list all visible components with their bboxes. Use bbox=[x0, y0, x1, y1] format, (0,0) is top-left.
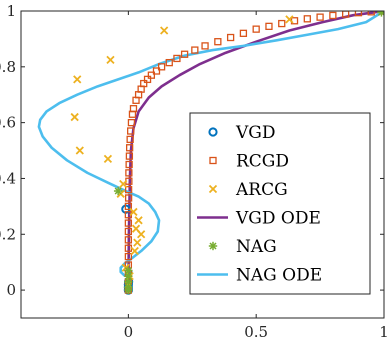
x-tick-label: 0 bbox=[124, 323, 134, 341]
data-point-rcgd-37 bbox=[226, 33, 235, 42]
legend-label-vgd: VGD bbox=[235, 123, 276, 143]
data-point-nag-6 bbox=[377, 11, 384, 17]
plot-frame bbox=[20, 10, 385, 319]
data-point-rcgd-20 bbox=[127, 118, 136, 127]
y-tick-label: 0.2 bbox=[0, 225, 16, 243]
series-line-nag-ode bbox=[37, 11, 384, 278]
data-point-rcgd-6 bbox=[124, 236, 133, 244]
data-point-arcg-9 bbox=[129, 207, 138, 217]
data-point-rcgd-27 bbox=[143, 75, 152, 84]
legend-swatch-vgd bbox=[208, 127, 218, 137]
legend-label-nag: NAG bbox=[236, 237, 277, 257]
data-point-arcg-12 bbox=[137, 230, 146, 239]
y-tick-label: 0.4 bbox=[0, 169, 16, 187]
legend-label-rcgd: RCGD bbox=[236, 152, 289, 172]
data-point-rcgd-22 bbox=[129, 105, 138, 113]
legend-label-nag-ode: NAG ODE bbox=[236, 266, 322, 286]
y-tick-label: 0.8 bbox=[0, 58, 16, 76]
data-point-arcg-1 bbox=[106, 55, 115, 64]
axis-ticks: 0 0.5 1 0 0.2 0.4 0.6 0.8 1 bbox=[0, 2, 387, 341]
legend-swatch-nag bbox=[208, 241, 218, 251]
data-point-arcg-2 bbox=[160, 26, 169, 35]
legend-label-vgd-ode: VGD ODE bbox=[235, 209, 321, 229]
data-point-nag-5 bbox=[124, 285, 133, 295]
data-point-rcgd-47 bbox=[354, 11, 363, 17]
data-point-arcg-5 bbox=[75, 146, 84, 155]
legend-box bbox=[189, 112, 371, 295]
data-point-nag-2 bbox=[124, 271, 133, 281]
data-point-rcgd-32 bbox=[173, 54, 181, 63]
data-point-rcgd-18 bbox=[126, 135, 134, 144]
data-point-rcgd-11 bbox=[124, 194, 133, 202]
data-point-rcgd-15 bbox=[125, 160, 133, 169]
data-point-rcgd-26 bbox=[140, 79, 148, 88]
data-point-rcgd-33 bbox=[180, 50, 189, 58]
data-point-rcgd-7 bbox=[124, 227, 133, 236]
data-point-rcgd-29 bbox=[152, 67, 161, 75]
data-point-rcgd-38 bbox=[239, 29, 248, 37]
y-tick-label: 0.6 bbox=[0, 114, 16, 132]
legend-label-arcg: ARCG bbox=[235, 180, 288, 200]
legend: VGD RCGD ARCG VGD ODE NAG NAG ODE bbox=[189, 112, 371, 295]
y-tick-label: 0 bbox=[6, 281, 16, 299]
data-point-arcg-0 bbox=[73, 75, 82, 84]
data-point-rcgd-43 bbox=[303, 15, 311, 23]
data-point-rcgd-35 bbox=[201, 42, 209, 50]
data-point-rcgd-30 bbox=[157, 63, 166, 71]
y-tick-label: 1 bbox=[6, 2, 16, 20]
data-point-rcgd-28 bbox=[147, 71, 156, 79]
data-point-rcgd-39 bbox=[252, 25, 260, 33]
data-point-rcgd-8 bbox=[124, 219, 133, 227]
data-point-rcgd-4 bbox=[124, 252, 133, 261]
data-point-rcgd-12 bbox=[124, 185, 133, 194]
data-point-rcgd-45 bbox=[329, 11, 337, 20]
data-point-rcgd-19 bbox=[127, 127, 135, 135]
data-point-rcgd-48 bbox=[367, 11, 375, 16]
data-point-rcgd-40 bbox=[265, 22, 273, 31]
data-point-rcgd-44 bbox=[316, 13, 324, 21]
data-point-arcg-10 bbox=[134, 216, 143, 225]
data-point-rcgd-16 bbox=[125, 152, 134, 160]
x-tick-label: 0.5 bbox=[244, 323, 268, 341]
x-tick-label: 1 bbox=[379, 323, 387, 341]
data-point-arcg-13 bbox=[133, 238, 142, 247]
data-point-rcgd-17 bbox=[125, 144, 134, 152]
data-point-rcgd-41 bbox=[278, 19, 286, 28]
legend-swatch-rcgd bbox=[209, 156, 217, 165]
data-point-nag-3 bbox=[124, 277, 133, 286]
data-point-rcgd-14 bbox=[125, 169, 133, 177]
data-point-arcg-6 bbox=[103, 154, 113, 164]
series-markers bbox=[70, 11, 384, 295]
data-point-rcgd-34 bbox=[191, 46, 199, 54]
data-point-nag-0 bbox=[113, 186, 123, 196]
legend-swatch-arcg bbox=[208, 184, 218, 194]
data-point-arcg-14 bbox=[130, 246, 139, 256]
data-point-arcg-4 bbox=[70, 112, 79, 122]
data-point-arcg-7 bbox=[119, 179, 128, 189]
data-point-rcgd-36 bbox=[214, 38, 222, 46]
data-point-rcgd-31 bbox=[165, 58, 173, 67]
data-point-rcgd-10 bbox=[124, 202, 133, 211]
data-point-arcg-3 bbox=[285, 15, 294, 24]
